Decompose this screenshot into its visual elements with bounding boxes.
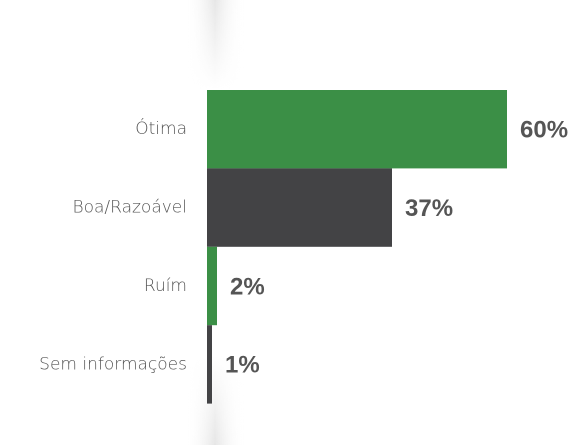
bar [207,246,217,326]
value-label: 1% [225,352,260,379]
category-label: Boa/Razoável [72,198,187,218]
category-label: Ótima [135,117,187,139]
category-label: Sem informações [39,354,187,374]
category-label: Ruím [144,276,187,296]
bar [207,325,212,404]
bar [207,90,507,169]
bar [207,168,392,247]
value-label: 60% [520,117,568,144]
value-label: 2% [230,273,265,300]
value-label: 37% [405,195,453,222]
